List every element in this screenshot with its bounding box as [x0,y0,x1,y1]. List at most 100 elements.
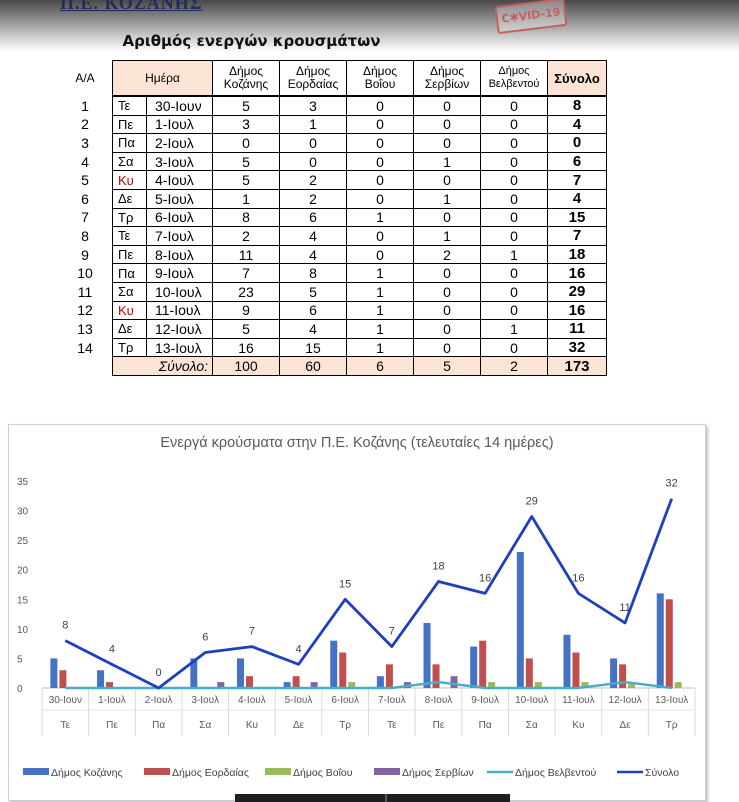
data-label: 11 [619,602,630,614]
data-label: 7 [249,626,255,638]
row-total: 7 [547,226,607,246]
row-voio: 0 [346,244,414,265]
bar [628,682,636,688]
bar [516,551,524,688]
sum-v: 6 [346,356,414,376]
sum-b: 2 [480,356,548,376]
data-label: 6 [202,632,208,644]
row-servia: 0 [413,300,481,321]
row-voio: 0 [346,170,414,190]
sum-k: 100 [212,356,280,376]
row-total: 15 [547,207,607,228]
bar [292,676,300,688]
x-tick-label: 8-Ιουλ [425,695,453,706]
row-date: 3-Ιουλ [146,151,213,172]
row-date: 6-Ιουλ [146,207,213,228]
row-date: 11-Ιουλ [146,300,213,321]
bar [656,593,664,688]
legend-label: Δήμος Σερβίων [402,767,474,779]
x-tick-label: 9-Ιουλ [471,695,499,706]
table-title-wrap: Αριθμός ενεργών κρουσμάτων [0,32,739,50]
row-eordaia: 0 [279,133,347,153]
bar [572,652,580,688]
row-weekday: Τρ [112,207,147,228]
row-date: 9-Ιουλ [146,263,213,283]
row-eordaia: 1 [279,114,347,135]
chart-title: Ενεργά κρούσματα στην Π.Ε. Κοζάνης (τελε… [160,435,553,451]
row-kozani: 5 [212,94,280,116]
row-velvento: 0 [480,207,548,228]
bar [534,682,542,688]
row-velvento: 0 [480,337,548,358]
chart-svg: Ενεργά κρούσματα στην Π.Ε. Κοζάνης (τελε… [17,435,696,779]
table-row: 6 Δε 5-Ιουλ 1 2 0 1 0 4 [58,188,607,209]
row-number: 8 [81,227,89,244]
legend-label: Δήμος Βοΐου [293,767,353,779]
y-tick-label: 0 [17,684,23,695]
y-tick-label: 30 [17,507,29,518]
row-servia: 0 [413,94,481,116]
row-eordaia: 4 [279,319,347,339]
row-weekday: Δε [112,319,147,339]
data-label: 18 [432,561,444,573]
row-servia: 0 [413,170,481,190]
row-voio: 1 [346,281,414,302]
data-label: 15 [339,578,351,590]
row-velvento: 0 [480,300,548,321]
row-number: 13 [77,320,93,337]
y-tick-label: 25 [17,536,29,547]
row-eordaia: 2 [279,188,347,209]
row-number: 2 [81,116,89,133]
sum-total: 173 [547,356,607,376]
bar [665,599,673,688]
row-servia: 0 [413,337,481,358]
row-kozani: 5 [212,319,280,339]
sum-s: 5 [413,356,481,376]
y-tick-label: 20 [17,566,29,577]
table-row: 9 Πε 8-Ιουλ 11 4 0 2 1 18 [58,244,607,265]
row-number: 12 [77,302,93,319]
x-weekday-label: Δε [293,720,305,731]
region-title: Π.Ε. ΚΟΖΑΝΗΣ [60,0,203,13]
table-title: Αριθμός ενεργών κρουσμάτων [122,32,381,50]
bar [97,670,105,688]
row-eordaia: 4 [279,226,347,246]
bar [610,658,618,688]
row-weekday: Πε [112,244,147,265]
bar [190,658,198,688]
row-velvento: 0 [480,133,548,153]
x-tick-label: 4-Ιουλ [238,695,266,706]
bar [581,682,589,688]
row-number: 10 [77,265,93,282]
legend-label: Δήμος Βελβεντού [515,767,596,779]
row-voio: 0 [346,114,414,135]
row-date: 13-Ιουλ [146,337,213,358]
table-row: 8 Τε 7-Ιουλ 2 4 0 1 0 7 [58,226,607,246]
table-row: 11 Σα 10-Ιουλ 23 5 1 0 0 29 [58,281,607,302]
x-weekday-label: Κυ [572,720,584,731]
bar [348,682,356,688]
bar [245,676,253,688]
row-velvento: 0 [480,281,548,302]
row-servia: 0 [413,281,481,302]
row-velvento: 0 [480,226,548,246]
row-velvento: 0 [480,94,548,116]
bar [217,682,225,688]
row-servia: 0 [413,133,481,153]
row-voio: 0 [346,94,414,116]
row-eordaia: 8 [279,263,347,283]
bar [106,682,114,688]
row-velvento: 0 [480,114,548,135]
legend-label: Δήμος Εορδαίας [172,767,249,779]
row-total: 8 [547,94,607,116]
table-row: 2 Πε 1-Ιουλ 3 1 0 0 0 4 [58,114,607,135]
row-total: 11 [547,319,607,339]
header-banner [0,0,739,52]
bar [470,646,478,688]
x-weekday-label: Πε [106,720,118,731]
x-weekday-label: Τρ [666,720,678,731]
x-tick-label: 3-Ιουλ [191,695,219,706]
table-row: 12 Κυ 11-Ιουλ 9 6 1 0 0 16 [58,300,607,321]
row-eordaia: 6 [279,207,347,228]
table-row: 5 Κυ 4-Ιουλ 5 2 0 0 0 7 [58,170,607,190]
